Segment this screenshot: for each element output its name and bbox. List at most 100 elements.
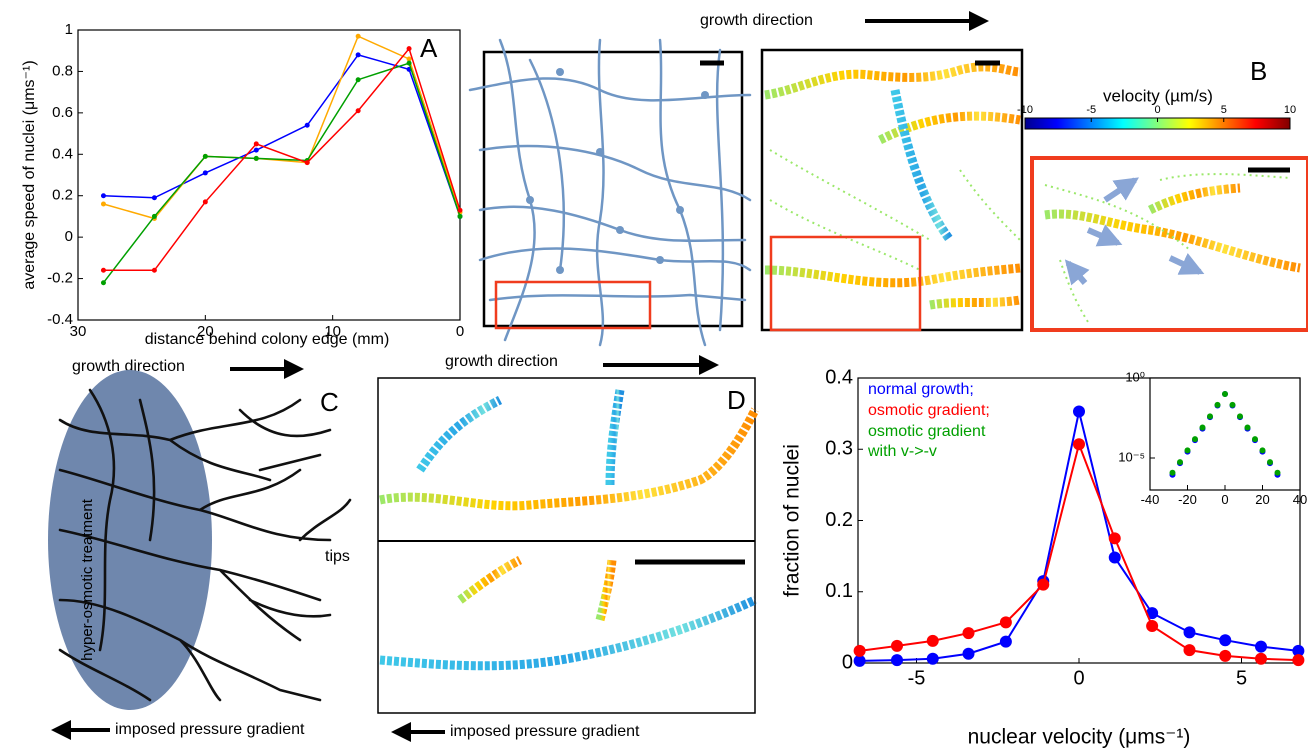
data-point (202, 170, 208, 176)
legend-label: osmotic gradient; (868, 402, 990, 419)
y-tick-label: 0.2 (825, 509, 853, 531)
annotation: hyper-osmotic treatment (79, 498, 96, 661)
data-point (1259, 447, 1266, 454)
annotation: imposed pressure gradient (115, 721, 305, 738)
series-line (103, 35, 461, 220)
x-axis-label: nuclear velocity (μms⁻¹) (968, 726, 1191, 749)
data-point (304, 160, 310, 166)
y-tick-label: 0.1 (825, 580, 853, 602)
data-point (1222, 391, 1228, 397)
colorbar-tick-label: 0 (1154, 104, 1160, 116)
data-point (1169, 469, 1176, 476)
data-point (1146, 619, 1159, 632)
annotation: growth direction (445, 353, 558, 370)
x-tick-label: 0 (1221, 492, 1228, 507)
data-point (1184, 447, 1191, 454)
colorbar-ticks: -10 -5 0 5 10 (1017, 104, 1296, 122)
y-axis-label: fraction of nuclei (781, 444, 804, 597)
data-point (999, 635, 1012, 648)
data-point (253, 147, 259, 153)
x-tick-label: 30 (70, 323, 87, 340)
annotation: tips (325, 548, 350, 565)
data-point (355, 108, 361, 114)
y-tick-label: 0.2 (52, 187, 73, 204)
legend-entry: normal growth; (868, 381, 974, 398)
y-tick-label: 0.4 (52, 145, 73, 162)
x-tick-label: 0 (456, 323, 464, 340)
x-tick-label: 0 (1073, 667, 1084, 689)
data-point (1219, 649, 1232, 662)
data-point (1183, 644, 1196, 657)
data-point (100, 193, 106, 199)
x-tick-label: 5 (1236, 667, 1247, 689)
data-point (1255, 640, 1267, 653)
series-line (103, 53, 461, 217)
data-point (202, 153, 208, 159)
velocity-image (377, 377, 760, 714)
data-point (1252, 436, 1258, 443)
x-tick-label: -5 (908, 667, 926, 689)
data-point (853, 644, 866, 657)
x-axis-label: distance behind colony edge (mm) (145, 331, 390, 348)
panel-label: B (1250, 56, 1267, 86)
colorbar-tick-label: 10 (1284, 104, 1296, 116)
y-tick-label: 0 (842, 651, 853, 673)
legend-entry: osmotic gradient with v->-v (868, 423, 985, 460)
data-point (1037, 578, 1050, 591)
y-tick-label: 0.3 (825, 438, 853, 460)
data-point (1219, 634, 1232, 647)
y-tick-label: -0.4 (47, 311, 73, 328)
x-tick-label: 20 (197, 323, 214, 340)
data-point (962, 627, 975, 640)
data-point (1244, 424, 1251, 431)
y-axis-label: average speed of nuclei (μms⁻¹) (21, 60, 38, 289)
data-point (1146, 607, 1159, 620)
data-point (926, 652, 939, 665)
velocity-image (760, 48, 1024, 332)
panel-label: C (320, 387, 339, 417)
y-tick-label: 0 (65, 228, 73, 245)
data-point (1255, 652, 1267, 665)
colorbar-tick-label: 5 (1221, 104, 1227, 116)
y-tick-label: -0.2 (47, 270, 73, 287)
data-point (1108, 551, 1121, 564)
data-point (891, 654, 903, 667)
y-tick-label: 10⁻⁵ (1118, 449, 1145, 464)
data-point (151, 195, 157, 201)
y-tick-label: 0.4 (825, 366, 853, 388)
data-point (1177, 459, 1183, 466)
data-point (100, 267, 106, 273)
legend-entry: osmotic gradient; (868, 402, 990, 419)
data-point (355, 77, 361, 83)
y-tick-label: 1 (65, 21, 73, 38)
data-point (1237, 413, 1243, 420)
data-point (457, 207, 463, 213)
colorbar-tick-label: -10 (1017, 104, 1033, 116)
annotation: growth direction (700, 12, 813, 29)
charts: 30 20 10 0 -0.4 -0.2 0 0.2 0.4 0.6 0.8 1 distance be… (21, 21, 1307, 749)
legend-label: normal growth; (868, 381, 974, 398)
x-tick-label: 40 (1293, 492, 1307, 507)
data-point (355, 52, 361, 58)
colorbar-tick-label: -5 (1086, 104, 1096, 116)
colorbar-title: velocity (µm/s) (1103, 86, 1213, 105)
data-point (457, 213, 463, 219)
data-point (1292, 654, 1305, 667)
annotation: imposed pressure gradient (450, 723, 640, 740)
y-tick-label: 10⁰ (1125, 369, 1145, 384)
colony-diagram (48, 370, 352, 710)
data-point (1292, 644, 1305, 657)
data-point (253, 141, 259, 147)
x-tick-label: 20 (1255, 492, 1269, 507)
data-point (1207, 413, 1213, 420)
x-tick-label: 10 (324, 323, 341, 340)
data-point (1108, 532, 1121, 545)
data-point (406, 46, 412, 52)
x-tick-label: -40 (1141, 492, 1160, 507)
data-point (253, 155, 259, 161)
data-point (1214, 401, 1221, 408)
series-line (102, 62, 461, 284)
data-point (1192, 436, 1198, 443)
data-point (406, 60, 412, 66)
